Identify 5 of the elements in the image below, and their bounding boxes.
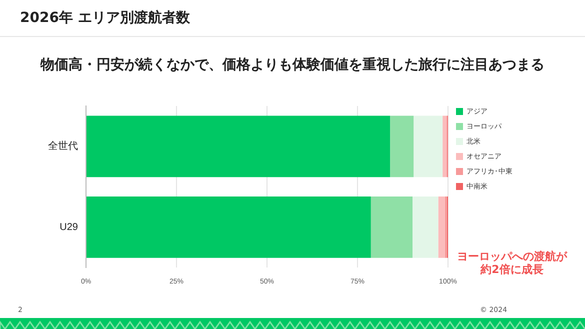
text: ヨーロッパへの渡航が約2倍に成長 <box>456 250 568 276</box>
y-tick-label: 全世代 <box>48 140 78 152</box>
chart-title: 2026年 エリア別渡航者数 <box>20 9 190 27</box>
y-tick-label: U29 <box>60 222 78 233</box>
chart-subtitle: 物価高・円安が続くなかで、価格よりも体験価値を重視した旅行に注目あつまる <box>39 56 546 74</box>
